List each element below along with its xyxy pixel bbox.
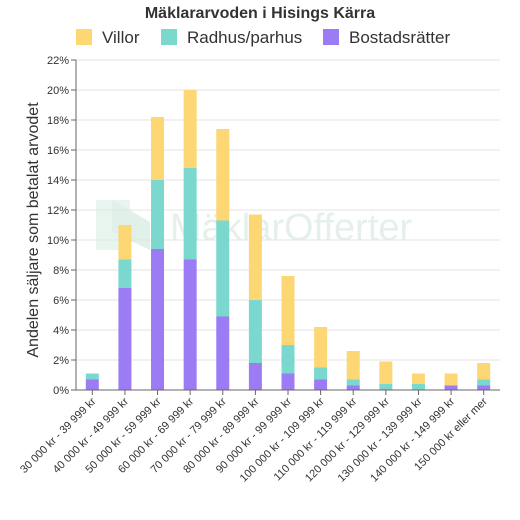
bar-segment (314, 327, 328, 368)
bar-segment (118, 259, 132, 288)
y-tick-label: 22% (47, 55, 69, 67)
bar-segment (314, 367, 328, 380)
bar-segment (118, 288, 132, 390)
bar-segment (216, 129, 230, 221)
legend: Villor Radhus/parhus Bostadsrätter (76, 28, 450, 47)
bar-segment (216, 316, 230, 390)
legend-swatch (161, 29, 177, 45)
bar-segment (151, 117, 165, 180)
bar-segment (118, 225, 132, 260)
grid (76, 59, 500, 391)
y-tick-label: 16% (47, 145, 69, 157)
legend-label: Bostadsrätter (349, 28, 450, 47)
y-axis-label: Andelen säljare som betalat arvodet (25, 102, 42, 358)
bar-segment (281, 373, 295, 390)
bar-segment (477, 385, 491, 390)
bar-segment (477, 379, 491, 386)
bar-segment (444, 373, 458, 386)
bars (85, 90, 491, 390)
y-tick-label: 14% (47, 175, 69, 187)
bar-segment (151, 249, 165, 390)
bar-segment (216, 220, 230, 317)
y-tick-label: 18% (47, 115, 69, 127)
bar-segment (281, 345, 295, 374)
bar-segment (477, 363, 491, 380)
bar-segment (379, 384, 393, 390)
legend-label: Radhus/parhus (187, 28, 302, 47)
y-tick-label: 20% (47, 85, 69, 97)
y-tick-label: 0% (53, 385, 69, 397)
bar-segment (248, 214, 262, 300)
bar-segment (85, 379, 99, 390)
bar-segment (281, 276, 295, 345)
bar-segment (411, 373, 425, 384)
y-tick-label: 8% (53, 265, 69, 277)
bar-segment (314, 379, 328, 390)
bar-segment (85, 373, 99, 380)
y-tick-label: 2% (53, 355, 69, 367)
bar-segment (444, 385, 458, 390)
legend-label: Villor (102, 28, 140, 47)
bar-segment (183, 168, 197, 260)
watermark: MäklarOfferter (96, 200, 412, 250)
bar-segment (248, 363, 262, 390)
y-tick-label: 10% (47, 235, 69, 247)
bar-segment (183, 259, 197, 390)
chart-title: Mäklararvoden i Hisings Kärra (145, 5, 375, 22)
y-tick-label: 6% (53, 295, 69, 307)
bar-segment (411, 384, 425, 390)
bar-segment (151, 180, 165, 249)
legend-swatch (323, 29, 339, 45)
bar-segment (346, 385, 360, 390)
watermark-text: MäklarOfferter (170, 207, 412, 249)
bar-segment (346, 351, 360, 380)
bar-segment (346, 379, 360, 386)
y-tick-label: 4% (53, 325, 69, 337)
bar-segment (379, 361, 393, 384)
legend-swatch (76, 29, 92, 45)
bar-segment (183, 90, 197, 168)
bar-segment (248, 300, 262, 363)
y-tick-label: 12% (47, 205, 69, 217)
